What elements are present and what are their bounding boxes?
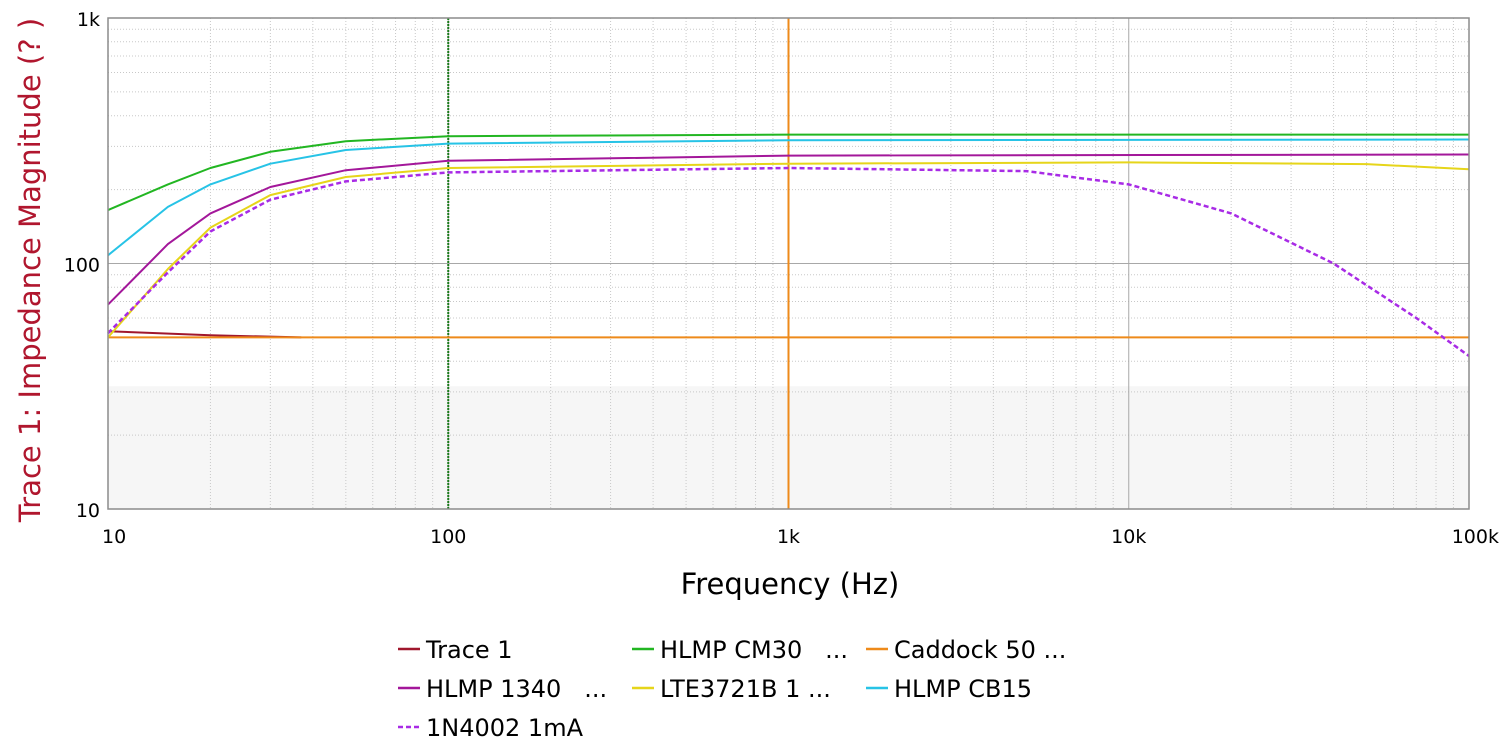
- legend-label: HLMP 1340 ...: [426, 675, 607, 703]
- series-line: [107, 161, 1470, 339]
- x-tick-label: 10: [102, 526, 126, 548]
- legend-label: HLMP CB15: [894, 675, 1032, 703]
- y-tick-label: 1k: [77, 9, 100, 31]
- x-axis-label: Frequency (Hz): [681, 567, 900, 601]
- plot-frame: [107, 17, 1470, 510]
- legend-label: HLMP CM30 ...: [660, 636, 848, 664]
- cursor-markers: [447, 18, 790, 509]
- legend-label: 1N4002 1mA: [426, 714, 584, 742]
- x-tick-label: 100k: [1452, 526, 1499, 548]
- series-line: [107, 166, 1470, 358]
- y-tick-label: 10: [76, 500, 100, 522]
- x-tick-label: 1k: [777, 526, 800, 548]
- x-tick-label: 10k: [1111, 526, 1146, 548]
- minor-grid: [108, 18, 1469, 509]
- series-line: [107, 138, 1470, 257]
- y-tick-label: 100: [64, 255, 100, 277]
- legend-label: Trace 1: [425, 636, 513, 664]
- y-axis-label: Trace 1: Impedance Magnitude (? ): [13, 18, 47, 523]
- legend: Trace 1 HLMP CM30 ... Caddock 50 ... HLMP 1…: [398, 636, 1066, 742]
- series-lines: [107, 133, 1470, 358]
- x-tick-labels: 10 100 1k 10k 100k: [102, 526, 1499, 548]
- series-line: [107, 153, 1470, 306]
- series-line: [107, 133, 1469, 212]
- legend-label: LTE3721B 1 ...: [660, 675, 831, 703]
- x-tick-label: 100: [430, 526, 466, 548]
- y-tick-labels: 10 100 1k: [64, 9, 100, 522]
- legend-label: Caddock 50 ...: [894, 636, 1066, 664]
